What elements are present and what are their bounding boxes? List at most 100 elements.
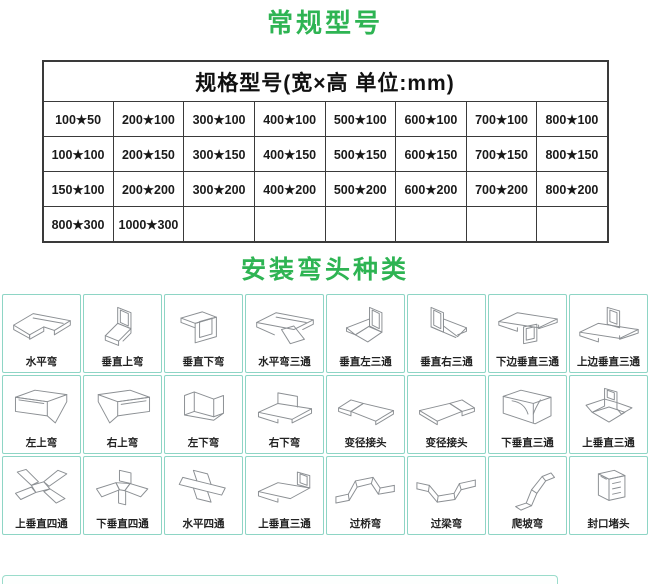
fitting-label: 上垂直三通 bbox=[258, 518, 311, 530]
fitting-label: 上垂直三通 bbox=[582, 437, 635, 449]
fitting-label: 封口堵头 bbox=[587, 518, 630, 530]
spec-row: 100★100 200★150 300★150 400★150 500★150 600★1… bbox=[42, 136, 608, 172]
spec-cell: 150★100 bbox=[42, 171, 114, 207]
up-vertical-tee-icon bbox=[570, 376, 647, 439]
down-vertical-tee-icon bbox=[489, 376, 566, 439]
reducer-mirror-icon bbox=[408, 376, 485, 439]
fitting-cell-reducer: 变径接头 bbox=[326, 375, 405, 454]
fitting-cell-left-down-bend: 左下弯 bbox=[164, 375, 243, 454]
spec-cell: 500★100 bbox=[324, 101, 397, 137]
spec-row: 100★50 200★100 300★100 400★100 500★100 600★10… bbox=[42, 101, 608, 137]
fitting-cell-up-vertical-tee: 上垂直三通 bbox=[569, 375, 648, 454]
fitting-cell-right-down-bend: 右下弯 bbox=[245, 375, 324, 454]
slope-bend-icon bbox=[489, 457, 566, 520]
fitting-label: 水平四通 bbox=[182, 518, 225, 530]
right-up-bend-icon bbox=[84, 376, 161, 439]
spec-cell: 200★100 bbox=[112, 101, 185, 137]
spec-cell: 500★200 bbox=[324, 171, 397, 207]
spec-cell: 300★200 bbox=[183, 171, 255, 207]
spec-cell: 300★150 bbox=[183, 136, 255, 172]
spec-cell-empty bbox=[395, 206, 467, 243]
spec-cell: 100★50 bbox=[42, 101, 114, 137]
spec-cell: 1000★300 bbox=[112, 206, 185, 243]
fitting-label: 上边垂直三通 bbox=[577, 356, 640, 368]
end-cap-icon bbox=[570, 457, 647, 520]
spec-cell-empty bbox=[253, 206, 326, 243]
up-vertical-tee-b-icon bbox=[246, 457, 323, 520]
fitting-label: 过桥弯 bbox=[349, 518, 382, 530]
section-title-regular-models: 常规型号 bbox=[266, 8, 383, 38]
fitting-cell-bottom-edge-vertical-tee: 下边垂直三通 bbox=[488, 294, 567, 373]
fitting-label: 变径接头 bbox=[425, 437, 468, 449]
horizontal-cross-icon bbox=[165, 457, 242, 520]
fitting-cell-horizontal-cross: 水平四通 bbox=[164, 456, 243, 535]
vertical-up-bend-icon bbox=[84, 295, 161, 358]
spec-cell: 400★150 bbox=[253, 136, 326, 172]
fitting-cell-up-vertical-tee-b: 上垂直三通 bbox=[245, 456, 324, 535]
fitting-cell-top-edge-vertical-tee: 上边垂直三通 bbox=[569, 294, 648, 373]
beam-bend-icon bbox=[408, 457, 485, 520]
spec-cell: 700★100 bbox=[465, 101, 538, 137]
left-down-bend-icon bbox=[165, 376, 242, 439]
fitting-label: 过梁弯 bbox=[430, 518, 463, 530]
up-vertical-cross-icon bbox=[3, 457, 80, 520]
spec-cell: 700★150 bbox=[465, 136, 538, 172]
bottom-edge-vertical-tee-icon bbox=[489, 295, 566, 358]
horizontal-bend-icon bbox=[3, 295, 80, 358]
reducer-icon bbox=[327, 376, 404, 439]
fitting-label: 爬坡弯 bbox=[511, 518, 544, 530]
fitting-cell-vertical-up-bend: 垂直上弯 bbox=[83, 294, 162, 373]
fitting-label: 右下弯 bbox=[268, 437, 301, 449]
fitting-label: 变径接头 bbox=[344, 437, 387, 449]
fitting-label: 垂直上弯 bbox=[101, 356, 144, 368]
vertical-down-bend-icon bbox=[165, 295, 242, 358]
fitting-label: 下垂直三通 bbox=[501, 437, 554, 449]
fitting-cell-bridge-bend: 过桥弯 bbox=[326, 456, 405, 535]
spec-cell: 800★200 bbox=[536, 171, 608, 207]
spec-cell: 800★150 bbox=[536, 136, 608, 172]
down-vertical-cross-icon bbox=[84, 457, 161, 520]
fitting-cell-slope-bend: 爬坡弯 bbox=[488, 456, 567, 535]
horizontal-tee-icon bbox=[246, 295, 323, 358]
spec-cell-empty bbox=[324, 206, 397, 243]
spec-cell: 600★150 bbox=[395, 136, 467, 172]
fitting-label: 上垂直四通 bbox=[15, 518, 68, 530]
section-title-elbow-types: 安装弯头种类 bbox=[240, 256, 409, 284]
fitting-label: 水平弯三通 bbox=[258, 356, 311, 368]
vertical-left-tee-icon bbox=[327, 295, 404, 358]
spec-cell: 300★100 bbox=[183, 101, 255, 137]
spec-cell: 600★100 bbox=[395, 101, 467, 137]
spec-row: 150★100 200★200 300★200 400★200 500★200 600★2… bbox=[42, 171, 608, 207]
spec-table-body: 100★50 200★100 300★100 400★100 500★100 600★10… bbox=[42, 101, 608, 243]
fitting-cell-left-up-bend: 左上弯 bbox=[2, 375, 81, 454]
fitting-label: 垂直下弯 bbox=[182, 356, 225, 368]
fitting-cell-horizontal-tee: 水平弯三通 bbox=[245, 294, 324, 373]
fitting-cell-vertical-right-tee: 垂直右三通 bbox=[407, 294, 486, 373]
spec-cell-empty bbox=[183, 206, 255, 243]
fitting-cell-down-vertical-cross: 下垂直四通 bbox=[83, 456, 162, 535]
spec-cell: 600★200 bbox=[395, 171, 467, 207]
fitting-cell-horizontal-bend: 水平弯 bbox=[2, 294, 81, 373]
spec-row: 800★300 1000★300 bbox=[42, 206, 608, 243]
spec-cell: 100★100 bbox=[42, 136, 114, 172]
left-up-bend-icon bbox=[3, 376, 80, 439]
fitting-label: 右上弯 bbox=[106, 437, 139, 449]
fitting-label: 左下弯 bbox=[187, 437, 220, 449]
fitting-cell-reducer-mirror: 变径接头 bbox=[407, 375, 486, 454]
right-down-bend-icon bbox=[246, 376, 323, 439]
top-edge-vertical-tee-icon bbox=[570, 295, 647, 358]
spec-cell: 400★200 bbox=[253, 171, 326, 207]
fitting-cell-end-cap: 封口堵头 bbox=[569, 456, 648, 535]
spec-cell: 200★200 bbox=[112, 171, 185, 207]
fittings-grid: 水平弯 垂直上弯 垂直下弯 水平弯三通 垂直左三通 垂直右三通 下边垂直三通 上边垂直三通左上… bbox=[0, 294, 650, 535]
fitting-label: 垂直左三通 bbox=[339, 356, 392, 368]
spec-table-wrap: 规格型号(宽×高 单位:mm) 100★50 200★100 300★100 400★… bbox=[0, 60, 650, 243]
vertical-right-tee-icon bbox=[408, 295, 485, 358]
fitting-cell-down-vertical-tee: 下垂直三通 bbox=[488, 375, 567, 454]
fitting-label: 左上弯 bbox=[25, 437, 58, 449]
fitting-label: 下垂直四通 bbox=[96, 518, 149, 530]
fitting-cell-vertical-left-tee: 垂直左三通 bbox=[326, 294, 405, 373]
fitting-label: 下边垂直三通 bbox=[496, 356, 559, 368]
spec-table-header: 规格型号(宽×高 单位:mm) bbox=[42, 60, 608, 102]
spec-cell: 700★200 bbox=[465, 171, 538, 207]
